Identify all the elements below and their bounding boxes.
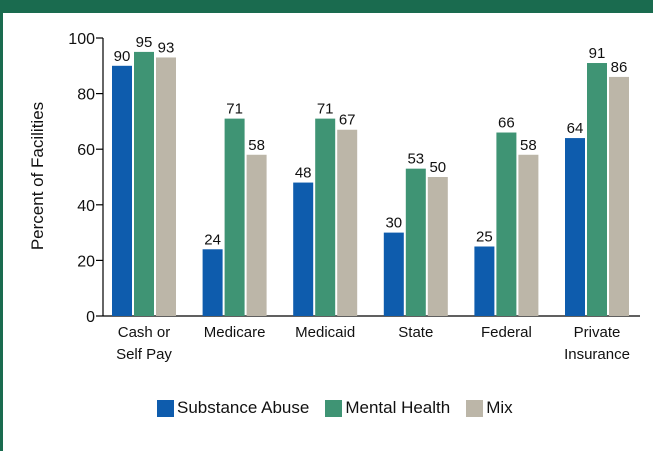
data-label: 93 (158, 39, 175, 56)
y-axis-title: Percent of Facilities (28, 102, 47, 250)
y-tick-label: 20 (77, 253, 95, 270)
y-tick-label: 100 (68, 31, 95, 48)
category-label: Insurance (564, 346, 630, 363)
data-label: 90 (114, 48, 131, 65)
bar (427, 177, 448, 316)
category-labels-group: Cash or Self Pay Medicare Medicaid State Fede… (116, 324, 630, 363)
category-label: Federal (481, 324, 532, 341)
data-label: 91 (589, 45, 606, 62)
legend-swatch (157, 399, 174, 417)
bar (293, 182, 314, 316)
legend-label: Substance Abuse (177, 398, 310, 417)
bar (337, 129, 358, 316)
bar (156, 57, 176, 317)
bar (315, 118, 336, 317)
legend-item: Mix (466, 398, 513, 418)
bar (474, 246, 495, 316)
category-label: Self Pay (116, 346, 172, 363)
data-label: 50 (429, 159, 446, 176)
bar (112, 65, 132, 316)
data-label: 58 (520, 137, 537, 154)
bar (587, 63, 607, 316)
bar (565, 138, 585, 316)
bar (518, 154, 539, 316)
bar (496, 132, 517, 316)
data-label: 30 (385, 215, 402, 232)
data-label: 86 (611, 59, 628, 76)
category-label: Cash or (118, 324, 171, 341)
data-label: 24 (204, 231, 221, 248)
data-label: 48 (295, 165, 312, 182)
data-label: 95 (136, 34, 153, 51)
bar (405, 168, 426, 316)
category-label: Private (574, 324, 621, 341)
data-label: 64 (567, 120, 584, 137)
bar (609, 76, 629, 316)
axes: 0 20 40 60 80 100 (68, 31, 640, 326)
bar (134, 51, 154, 317)
data-labels-group: 90 95 93 24 71 58 48 71 67 30 53 50 25 66 58 64 91 86 (114, 34, 628, 248)
data-label: 53 (407, 151, 424, 168)
data-label: 66 (498, 115, 515, 132)
y-tick-label: 60 (77, 142, 95, 159)
legend-swatch (325, 399, 343, 417)
category-label: Medicaid (295, 324, 355, 341)
legend: Substance Abuse Mental Health Mix (157, 398, 529, 418)
legend-swatch (466, 399, 484, 417)
y-tick-label: 40 (77, 198, 95, 215)
bars-group (112, 51, 629, 317)
legend-item: Substance Abuse (157, 398, 309, 418)
top-accent-bar (0, 0, 653, 13)
data-label: 58 (248, 137, 265, 154)
bar (246, 154, 267, 316)
category-label: State (398, 324, 433, 341)
category-label: Medicare (204, 324, 266, 341)
bar (224, 118, 245, 317)
legend-label: Mix (486, 398, 513, 417)
data-label: 25 (476, 229, 493, 246)
y-tick-label: 0 (86, 309, 95, 326)
left-accent-rule (0, 0, 3, 451)
data-label: 67 (339, 112, 356, 129)
legend-label: Mental Health (345, 398, 451, 417)
bar (383, 232, 404, 316)
data-label: 71 (226, 101, 243, 118)
bar (202, 249, 223, 316)
legend-item: Mental Health (325, 398, 450, 418)
y-tick-label: 80 (77, 87, 95, 104)
data-label: 71 (317, 101, 334, 118)
